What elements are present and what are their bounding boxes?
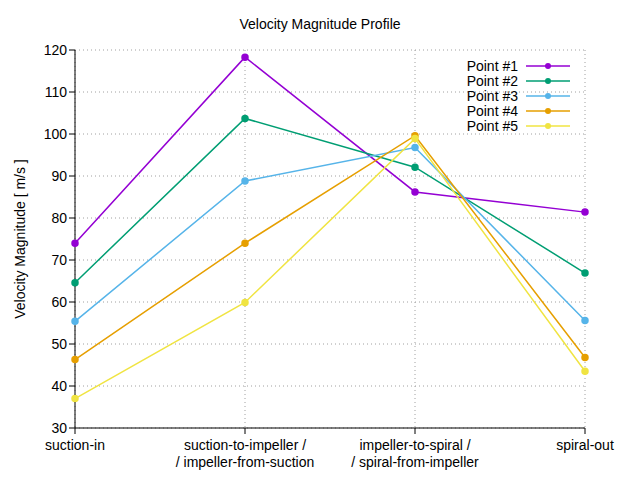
html-text:Point #5: Point #5 [466,117,518,134]
html-text:Point #4: Point #4 [466,102,518,119]
svg-text:suction-to-impeller // impelle: suction-to-impeller // impeller-from-suc… [176,437,314,470]
svg-text:30: 30 [51,420,67,436]
svg-text:70: 70 [51,252,67,268]
svg-text:suction-in: suction-in [45,437,105,453]
svg-text:90: 90 [51,168,67,184]
html-text:Velocity Magnitude Profile: Velocity Magnitude Profile [239,16,401,32]
svg-text:spiral-out: spiral-out [556,437,614,453]
svg-text:60: 60 [51,294,67,310]
svg-text:120: 120 [44,42,68,58]
html-text:Point #3: Point #3 [466,87,518,104]
svg-text:impeller-to-spiral // spiral-f: impeller-to-spiral // spiral-from-impell… [351,437,479,470]
svg-text:80: 80 [51,210,67,226]
svg-text:100: 100 [44,126,68,142]
svg-text:40: 40 [51,378,67,394]
html-text:Point #2: Point #2 [466,72,518,89]
svg-text:50: 50 [51,336,67,352]
html-text:Velocity Magnitude [ m/s ]: Velocity Magnitude [ m/s ] [12,159,28,319]
svg-text:110: 110 [45,84,68,100]
html-text:Point #1: Point #1 [466,57,518,74]
